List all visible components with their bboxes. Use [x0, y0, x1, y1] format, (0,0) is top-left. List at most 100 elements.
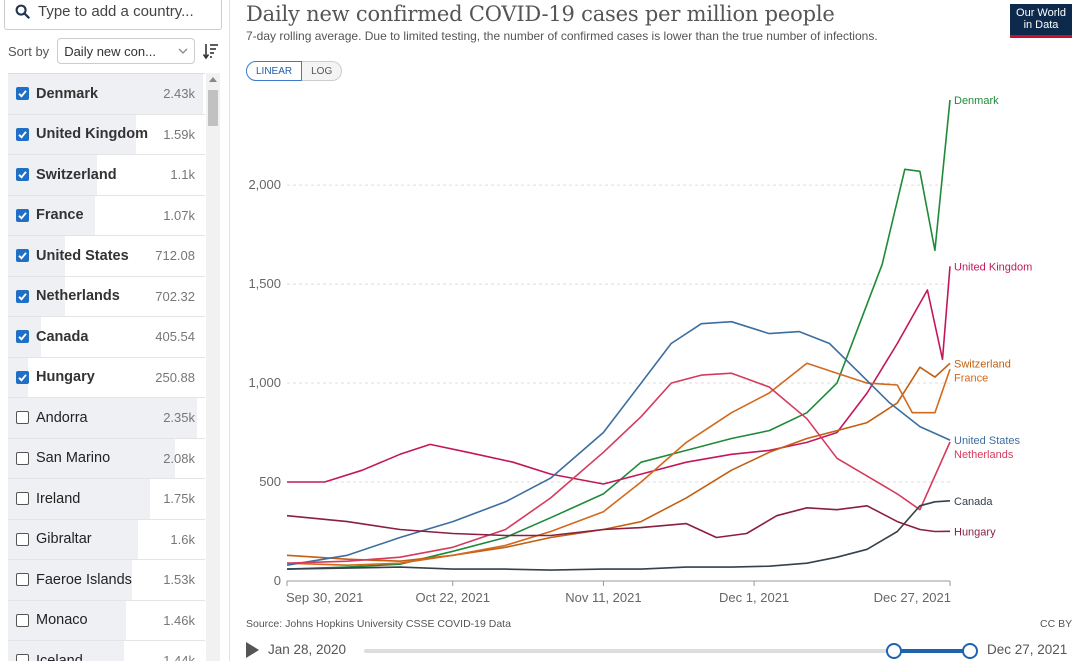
series-line-denmark[interactable]: [286, 99, 951, 570]
country-row[interactable]: United States 712.08: [8, 236, 205, 277]
country-checkbox[interactable]: [16, 249, 29, 263]
country-row[interactable]: Faeroe Islands 1.53k: [8, 560, 205, 601]
timeline-selected-range: [894, 649, 970, 653]
chart-source: Source: Johns Hopkins University CSSE CO…: [246, 618, 511, 630]
y-tick-label: 0: [274, 573, 281, 588]
country-name: France: [36, 207, 84, 224]
timeline: Jan 28, 2020 Dec 27, 2021: [0, 636, 1080, 661]
country-checkbox[interactable]: [16, 613, 29, 627]
checkmark-icon: [18, 373, 27, 382]
country-row[interactable]: Netherlands 702.32: [8, 276, 205, 317]
sort-order-icon[interactable]: [203, 42, 219, 60]
country-name: Denmark: [36, 85, 99, 102]
country-row[interactable]: Gibraltar 1.6k: [8, 519, 205, 560]
checkmark-icon: [18, 90, 27, 98]
timeline-end-handle[interactable]: [962, 643, 978, 659]
country-checkbox[interactable]: [16, 330, 29, 344]
country-value-bar: [8, 438, 176, 478]
series-line-france[interactable]: [286, 362, 951, 566]
country-row[interactable]: Monaco 1.46k: [8, 600, 205, 641]
sort-by-label: Sort by: [8, 43, 50, 59]
play-icon[interactable]: [246, 642, 259, 658]
country-name: United Kingdom: [36, 126, 148, 143]
country-row[interactable]: Hungary 250.88: [8, 357, 205, 398]
timeline-track[interactable]: [364, 649, 970, 653]
country-checkbox[interactable]: [16, 573, 29, 587]
checkmark-icon: [18, 130, 27, 139]
country-checkbox[interactable]: [16, 411, 29, 425]
country-checkbox[interactable]: [16, 168, 29, 182]
country-row[interactable]: Switzerland 1.1k: [8, 155, 205, 196]
scroll-up-arrow-icon[interactable]: [209, 77, 217, 82]
series-line-hungary[interactable]: [286, 505, 951, 539]
y-tick-label: 1,000: [248, 375, 281, 390]
chart-title: Daily new confirmed COVID-19 cases per m…: [246, 2, 835, 26]
y-tick-label: 500: [259, 474, 281, 489]
country-row[interactable]: Ireland 1.75k: [8, 479, 205, 520]
linear-scale-button[interactable]: LINEAR: [246, 61, 303, 81]
country-row[interactable]: Iceland 1.44k: [8, 641, 205, 661]
series-label: Denmark: [954, 95, 999, 107]
country-checkbox[interactable]: [16, 208, 29, 222]
list-scrollbar[interactable]: [206, 73, 220, 661]
country-checkbox[interactable]: [16, 451, 29, 465]
entity-selector-panel: Type to add a country... Sort by Daily n…: [0, 0, 230, 661]
country-value-bar: [8, 641, 125, 661]
series-line-canada[interactable]: [286, 500, 951, 571]
country-checkbox[interactable]: [16, 87, 29, 101]
scale-toggle: LINEAR LOG: [246, 61, 343, 81]
checkmark-icon: [18, 252, 27, 260]
series-line-switzerland[interactable]: [286, 362, 951, 562]
country-value: 702.32: [155, 288, 195, 304]
country-list: Denmark 2.43k United Kingdom 1.59k Switzerla…: [8, 73, 205, 661]
country-checkbox[interactable]: [16, 654, 29, 661]
country-row[interactable]: Canada 405.54: [8, 317, 205, 358]
country-checkbox[interactable]: [16, 492, 29, 506]
logo-line-2: in Data: [1023, 19, 1059, 31]
country-value: 1.53k: [163, 572, 195, 588]
country-value: 1.44k: [163, 653, 195, 661]
series-label: Canada: [954, 496, 993, 508]
checkmark-icon: [18, 211, 27, 220]
sort-by-select[interactable]: Daily new con...: [57, 38, 196, 64]
country-value: 1.59k: [163, 126, 195, 142]
checkmark-icon: [18, 292, 27, 301]
country-value-bar: [8, 114, 137, 154]
country-name: Faeroe Islands: [36, 571, 132, 588]
scrollbar-thumb[interactable]: [208, 90, 218, 126]
x-tick-label: Nov 11, 2021: [565, 590, 641, 605]
country-value-bar: [8, 519, 139, 559]
chevron-down-icon: [178, 48, 188, 54]
series-line-united-states[interactable]: [286, 320, 951, 566]
country-value: 1.46k: [163, 612, 195, 628]
country-checkbox[interactable]: [16, 289, 29, 303]
country-search-input[interactable]: Type to add a country...: [4, 0, 222, 30]
owid-logo[interactable]: Our World in Data: [1010, 4, 1072, 38]
country-name: Netherlands: [36, 288, 120, 305]
country-checkbox[interactable]: [16, 370, 29, 384]
country-name: Andorra: [36, 409, 88, 426]
country-checkbox[interactable]: [16, 127, 29, 141]
log-scale-button[interactable]: LOG: [302, 61, 343, 81]
series-label: France: [954, 372, 988, 384]
country-value: 2.08k: [163, 450, 195, 466]
country-name: Gibraltar: [36, 531, 92, 548]
series-line-netherlands[interactable]: [286, 372, 951, 564]
series-line-united-kingdom[interactable]: [287, 266, 951, 485]
timeline-start-handle[interactable]: [886, 643, 902, 659]
country-checkbox[interactable]: [16, 532, 29, 546]
sort-controls: Sort by Daily new con...: [8, 38, 226, 64]
country-row[interactable]: France 1.07k: [8, 195, 205, 236]
x-tick-label: Dec 1, 2021: [719, 590, 789, 605]
checkmark-icon: [18, 171, 27, 179]
country-value-bar: [8, 479, 150, 519]
country-row[interactable]: San Marino 2.08k: [8, 438, 205, 479]
country-value: 1.75k: [163, 491, 195, 507]
country-row[interactable]: United Kingdom 1.59k: [8, 114, 205, 155]
country-name: Hungary: [36, 369, 95, 386]
line-chart: 0 500 1,000 1,500 2,000 Sep 30, 2021 Oct 22, 2…: [248, 95, 1032, 605]
license-label[interactable]: CC BY: [1040, 618, 1073, 630]
country-row[interactable]: Andorra 2.35k: [8, 398, 205, 439]
country-row[interactable]: Denmark 2.43k: [8, 74, 205, 115]
